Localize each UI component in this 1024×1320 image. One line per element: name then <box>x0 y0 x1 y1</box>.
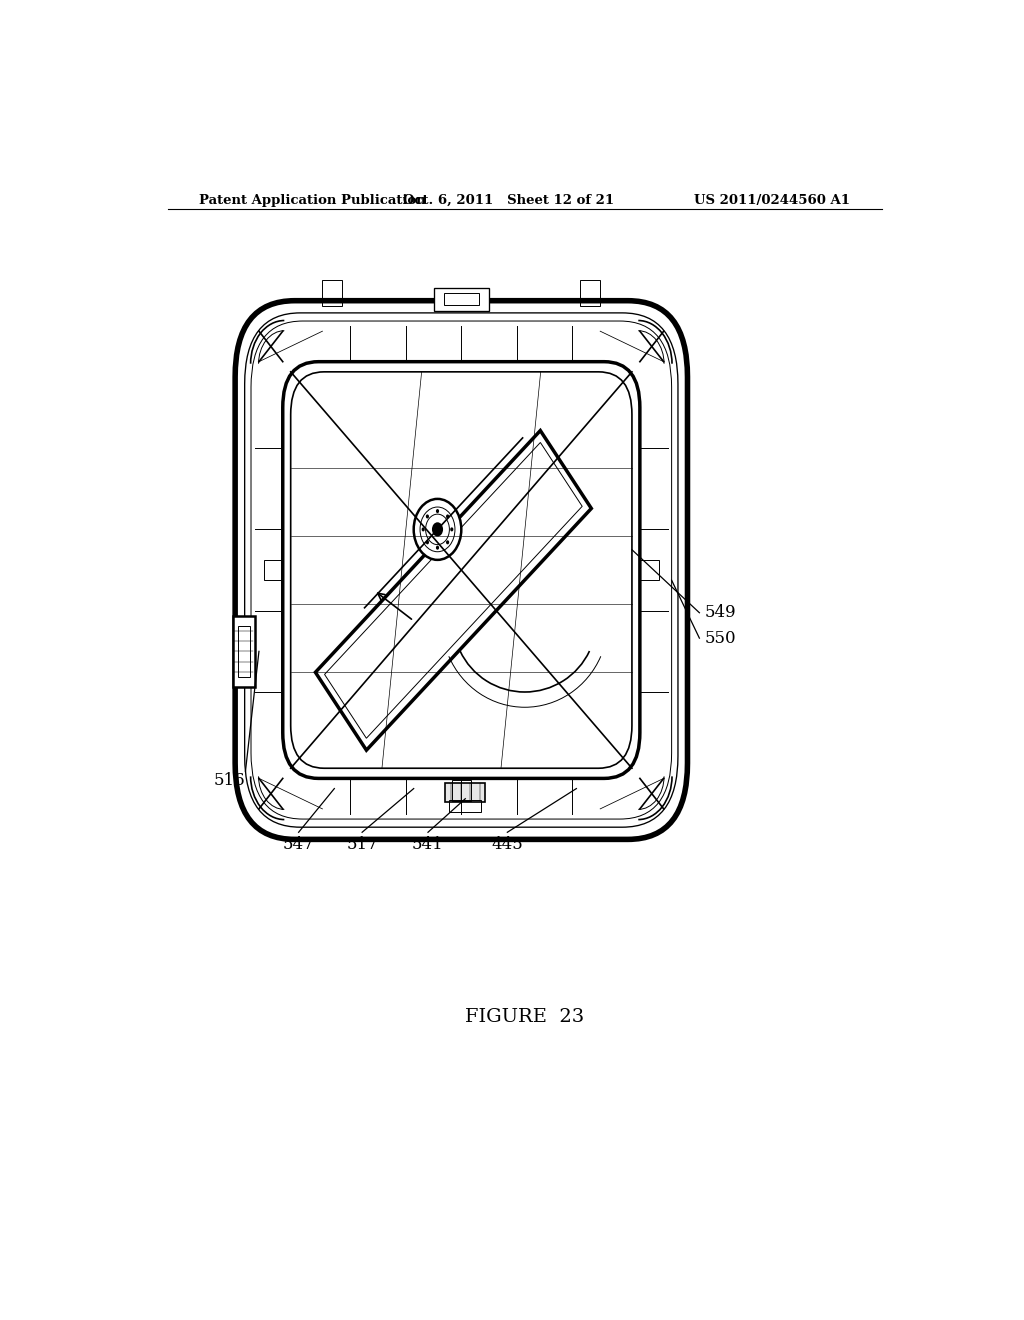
Circle shape <box>422 528 425 532</box>
Text: Oct. 6, 2011   Sheet 12 of 21: Oct. 6, 2011 Sheet 12 of 21 <box>403 194 614 207</box>
Text: 550: 550 <box>705 630 736 647</box>
Circle shape <box>451 528 454 532</box>
Circle shape <box>414 499 461 560</box>
Circle shape <box>436 545 439 549</box>
Text: 549: 549 <box>705 605 736 622</box>
Circle shape <box>426 540 429 544</box>
Bar <box>640 560 658 581</box>
Polygon shape <box>315 430 591 750</box>
Bar <box>323 280 342 306</box>
Text: 547: 547 <box>283 836 314 853</box>
Bar <box>452 780 471 801</box>
Bar <box>445 784 485 801</box>
Bar <box>433 289 489 312</box>
Text: 445: 445 <box>492 836 523 853</box>
Bar <box>264 560 283 581</box>
Circle shape <box>436 510 439 513</box>
Bar <box>443 293 479 305</box>
Circle shape <box>426 515 429 519</box>
Bar <box>450 800 481 812</box>
Text: 541: 541 <box>412 836 443 853</box>
Text: 516: 516 <box>214 772 246 789</box>
Text: US 2011/0244560 A1: US 2011/0244560 A1 <box>694 194 850 207</box>
Text: FIGURE  23: FIGURE 23 <box>465 1008 585 1026</box>
Bar <box>232 615 255 686</box>
Text: Patent Application Publication: Patent Application Publication <box>200 194 426 207</box>
Circle shape <box>446 515 450 519</box>
Bar <box>238 626 250 677</box>
Bar <box>581 280 600 306</box>
Circle shape <box>446 540 450 544</box>
Circle shape <box>432 523 443 536</box>
Text: 517: 517 <box>346 836 378 853</box>
